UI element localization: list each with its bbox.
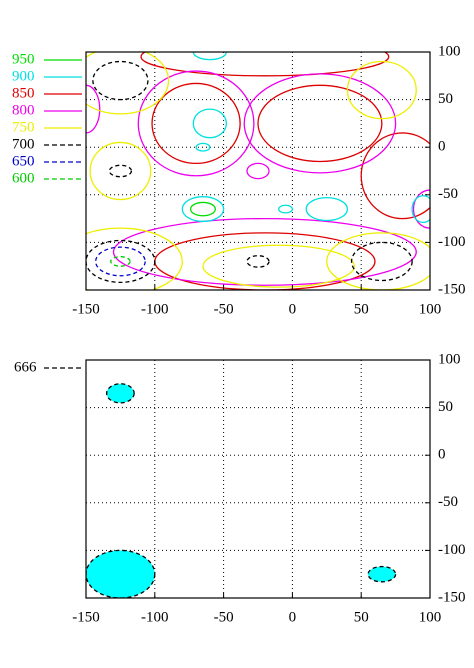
contours [86,52,430,290]
contour-line [257,84,383,163]
contour-line [326,232,430,290]
contour-line [192,108,228,139]
x-tick-label: 0 [289,301,297,317]
y-tick-label: 50 [438,91,453,107]
contour-line [112,217,417,286]
legend-label: 850 [12,85,35,101]
legend-label: 666 [14,359,37,375]
contour-line [89,141,152,201]
y-tick-label: -50 [438,494,458,510]
contour-line [346,60,417,120]
x-tick-label: 100 [419,609,442,625]
contour-line [360,132,430,220]
legend-label: 650 [12,153,35,169]
y-tick-label: -50 [438,186,458,202]
y-tick-label: 50 [438,399,453,415]
contour-line [94,246,146,277]
x-tick-label: 50 [354,609,369,625]
contour-line [412,189,430,229]
y-tick-label: -100 [438,234,466,250]
contour-line [110,256,131,267]
legend-label: 600 [12,170,35,186]
x-tick-label: 50 [354,301,369,317]
x-tick-label: 0 [289,609,297,625]
x-tick-label: -150 [72,301,100,317]
x-tick-label: -50 [214,301,234,317]
contour-line [246,255,270,268]
contour-line [181,196,225,223]
x-tick-label: -150 [72,609,100,625]
x-tick-label: 100 [419,301,442,317]
contour-line [108,164,133,178]
contour-line [411,195,430,224]
contour-line [86,239,156,284]
y-tick-label: 100 [438,351,461,367]
y-tick-label: -150 [438,589,466,605]
contour-line [192,52,227,61]
contour-line [202,244,355,288]
contour-line [151,82,241,165]
contour-line [367,565,397,583]
x-tick-label: -50 [214,609,234,625]
x-tick-label: -100 [141,609,169,625]
contour-line [243,73,397,174]
legend-label: 700 [12,136,35,152]
plot-frame [85,359,431,599]
contour-line [86,84,101,134]
y-tick-label: -100 [438,542,466,558]
contour-line [92,60,149,101]
contour-line [305,197,349,222]
contour-line [86,52,170,115]
y-tick-label: 100 [438,43,461,59]
contour-line [86,549,156,598]
x-tick-label: -100 [141,301,169,317]
contour-line [140,52,390,77]
legend-label: 900 [12,68,35,84]
contour-line [189,201,216,217]
legend-label: 800 [12,102,35,118]
contour-line [350,241,413,282]
contour-line [277,204,294,214]
y-tick-label: -150 [438,281,466,297]
contours [86,383,397,598]
contour-line [105,383,135,404]
contour-line [195,142,211,152]
contour-line [137,70,255,177]
legend-label: 950 [12,51,35,67]
y-tick-label: 0 [438,447,446,463]
contour-line [86,227,183,290]
plot-frame [85,51,431,291]
contour-line [246,162,270,180]
y-tick-label: 0 [438,139,446,155]
legend-label: 750 [12,119,35,135]
